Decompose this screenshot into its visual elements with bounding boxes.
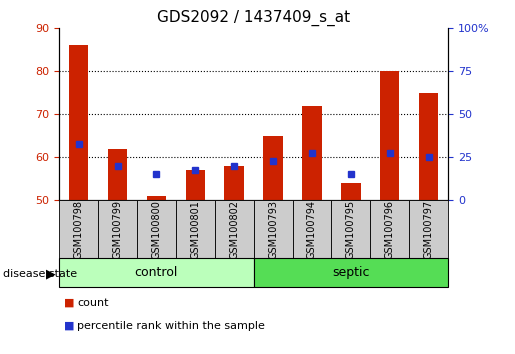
Text: count: count [77,298,109,308]
Bar [253,200,293,258]
Text: GSM100795: GSM100795 [346,200,356,259]
Text: GSM100800: GSM100800 [151,200,161,259]
Text: GSM100794: GSM100794 [307,200,317,259]
Text: control: control [135,266,178,279]
Bar [293,200,332,258]
Text: GSM100798: GSM100798 [74,200,83,259]
Bar [302,105,322,200]
Text: ■: ■ [64,321,75,331]
Text: GSM100801: GSM100801 [191,200,200,259]
Bar [137,200,176,258]
Bar [185,170,205,200]
Bar [380,71,400,200]
Text: GSM100796: GSM100796 [385,200,394,259]
Text: GSM100799: GSM100799 [113,200,123,259]
Text: ▶: ▶ [46,268,56,281]
Bar [225,166,244,200]
Bar [215,200,253,258]
Bar [147,196,166,200]
Bar [98,200,137,258]
Bar [263,136,283,200]
Bar [370,200,409,258]
Text: GSM100797: GSM100797 [424,200,434,259]
Bar [69,46,89,200]
Text: septic: septic [332,266,370,279]
Text: GSM100802: GSM100802 [229,200,239,259]
Text: GSM100793: GSM100793 [268,200,278,259]
Bar [176,200,215,258]
Title: GDS2092 / 1437409_s_at: GDS2092 / 1437409_s_at [157,9,350,25]
Bar [419,93,438,200]
Text: ■: ■ [64,298,75,308]
Bar [108,149,127,200]
Bar [253,258,448,287]
Text: disease state: disease state [3,269,77,279]
Text: percentile rank within the sample: percentile rank within the sample [77,321,265,331]
Bar [59,200,98,258]
Bar [332,200,370,258]
Bar [341,183,360,200]
Bar [59,258,253,287]
Bar [409,200,448,258]
